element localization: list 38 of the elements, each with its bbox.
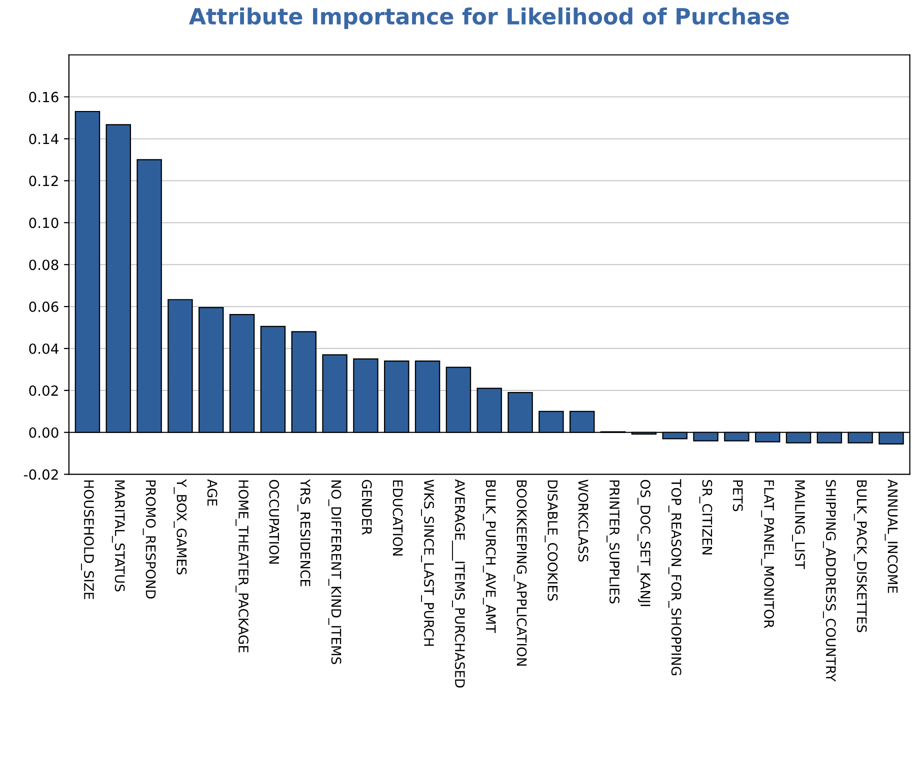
x-tick-label: BULK_PURCH_AVE_AMT	[482, 480, 496, 633]
x-tick-label: TOP_REASON_FOR_SHOPPING	[668, 479, 682, 676]
x-tick-label: GENDER	[362, 480, 372, 535]
x-tick-label: YRS_RESIDENCE	[297, 479, 310, 586]
x-tick-label: OS_DOC_SET_KANJI	[637, 480, 650, 606]
x-tick-label: AGE	[207, 479, 218, 506]
y-tick-label: 0.10	[29, 218, 58, 228]
x-tick-label: SHIPPING_ADDRESS_COUNTRY	[822, 480, 836, 682]
x-tick-label: DISABLE_COOKIES	[544, 480, 558, 601]
x-tick-label: ANNUAL_INCOME	[884, 479, 898, 593]
y-tick-label: 0.00	[29, 427, 58, 438]
x-tick-label: WKS_SINCE_LAST_PURCH	[421, 480, 434, 646]
x-tick-label: WORKCLASS	[578, 480, 588, 562]
chart-title: Attribute Importance for Likelihood of Purchase	[188, 7, 789, 29]
y-tick-label: 0.04	[29, 343, 58, 354]
x-tick-label: MARITAL_STATUS	[112, 480, 125, 592]
x-tick-label: FLAT_PANEL_MONITOR	[761, 480, 774, 628]
y-tick-label: 0.02	[29, 385, 58, 396]
y-tick-label: 0.08	[29, 260, 58, 270]
x-tick-label: BOOKKEEPING_APPLICATION	[514, 480, 527, 666]
x-tick-label: AVERAGE___ITEMS_PURCHASED	[452, 479, 465, 688]
x-tick-label: EDUCATION	[392, 480, 403, 556]
x-tick-label: PETS	[732, 480, 743, 512]
y-tick-label: -0.02	[24, 469, 58, 480]
x-tick-label: BULK_PACK_DISKETTES	[854, 480, 867, 632]
y-tick-label: 0.14	[29, 134, 58, 144]
x-tick-label: HOME_THEATER_PACKAGE	[236, 480, 248, 652]
x-tick-label: NO_DIFFERENT_KIND_ITEMS	[328, 480, 342, 664]
x-tick-label: HOUSEHOLD_SIZE	[81, 480, 94, 600]
x-tick-label: PROMO_RESPOND	[142, 480, 156, 599]
y-tick-label: 0.12	[29, 176, 58, 186]
y-tick-label: 0.16	[29, 92, 58, 102]
x-tick-label: MAILING_LIST	[792, 480, 805, 570]
x-tick-label: SR_CITIZEN	[699, 480, 712, 554]
y-tick-label: 0.06	[29, 302, 58, 312]
x-tick-label: Y_BOX_GAMES	[174, 479, 187, 574]
x-tick-label: PRINTER_SUPPLIES	[606, 480, 620, 604]
x-tick-label: OCCUPATION	[269, 480, 280, 564]
